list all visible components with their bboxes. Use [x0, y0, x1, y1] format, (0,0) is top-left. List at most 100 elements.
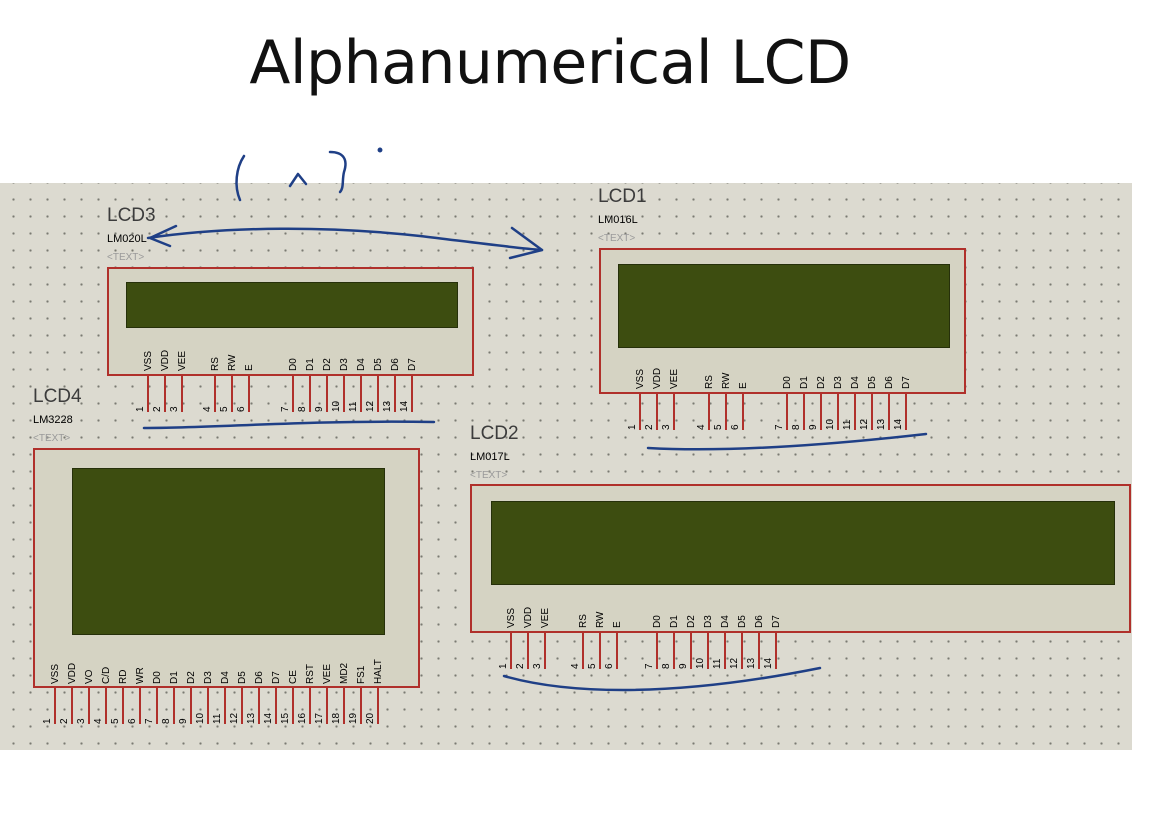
lcd1-pin-3[interactable] [673, 394, 675, 430]
lcd3-pin-number: 7 [280, 406, 291, 412]
lcd3-pin-1[interactable] [147, 376, 149, 412]
lcd4-pin-number: 2 [59, 718, 70, 724]
lcd1-pin-2[interactable] [656, 394, 658, 430]
ink-dot [377, 147, 383, 153]
lcd1-pin-9[interactable] [820, 394, 822, 430]
lcd3-pin-10[interactable] [343, 376, 345, 412]
lcd3-pin-13[interactable] [394, 376, 396, 412]
lcd2-pin-label-d4: D4 [720, 615, 731, 628]
lcd4-pin-number: 6 [127, 718, 138, 724]
lcd1-pin-label-d6: D6 [884, 376, 895, 389]
lcd3-pin-2[interactable] [164, 376, 166, 412]
lcd3-pin-12[interactable] [377, 376, 379, 412]
lcd4-pin-4[interactable] [105, 688, 107, 724]
lcd2-pin-6[interactable] [616, 633, 618, 669]
lcd1-pin-4[interactable] [708, 394, 710, 430]
lcd3-pin-7[interactable] [292, 376, 294, 412]
lcd2-pin-1[interactable] [510, 633, 512, 669]
lcd4-pin-number: 19 [348, 712, 359, 724]
lcd3-pin-3[interactable] [181, 376, 183, 412]
lcd4-pin-16[interactable] [309, 688, 311, 724]
lcd1-pin-8[interactable] [803, 394, 805, 430]
lcd4-body[interactable] [33, 448, 420, 688]
lcd4-pin-9[interactable] [190, 688, 192, 724]
lcd3-pin-14[interactable] [411, 376, 413, 412]
lcd1-pin-13[interactable] [888, 394, 890, 430]
lcd2-pin-2[interactable] [527, 633, 529, 669]
lcd2-pin-10[interactable] [707, 633, 709, 669]
lcd2-pin-14[interactable] [775, 633, 777, 669]
lcd1-pin-10[interactable] [837, 394, 839, 430]
lcd2-pin-4[interactable] [582, 633, 584, 669]
lcd1-pin-1[interactable] [639, 394, 641, 430]
lcd1-pin-7[interactable] [786, 394, 788, 430]
lcd2-pin-3[interactable] [544, 633, 546, 669]
lcd3-pin-label-d1: D1 [305, 358, 316, 371]
lcd2-body[interactable] [470, 484, 1131, 633]
lcd1-pin-label-d0: D0 [782, 376, 793, 389]
lcd4-pin-10[interactable] [207, 688, 209, 724]
lcd4-pin-2[interactable] [71, 688, 73, 724]
lcd4-pin-7[interactable] [156, 688, 158, 724]
lcd4-pin-5[interactable] [122, 688, 124, 724]
lcd2-pin-label-d5: D5 [737, 615, 748, 628]
lcd4-pin-14[interactable] [275, 688, 277, 724]
lcd2-pin-8[interactable] [673, 633, 675, 669]
lcd2-pin-11[interactable] [724, 633, 726, 669]
lcd3-pin-11[interactable] [360, 376, 362, 412]
lcd4-pin-6[interactable] [139, 688, 141, 724]
lcd4-pin-15[interactable] [292, 688, 294, 724]
lcd1-pin-11[interactable] [854, 394, 856, 430]
lcd4-screen [72, 468, 385, 635]
lcd2-pin-label-d3: D3 [703, 615, 714, 628]
lcd4-pin-label-d1: D1 [169, 671, 180, 684]
lcd4-pin-17[interactable] [326, 688, 328, 724]
lcd2-pin-12[interactable] [741, 633, 743, 669]
lcd1-body[interactable] [599, 248, 966, 394]
lcd2-pin-9[interactable] [690, 633, 692, 669]
lcd3-pin-number: 9 [314, 406, 325, 412]
lcd4-pin-number: 12 [229, 712, 240, 724]
lcd4-pin-13[interactable] [258, 688, 260, 724]
lcd4-pin-1[interactable] [54, 688, 56, 724]
lcd3-pin-5[interactable] [231, 376, 233, 412]
lcd4-pin-label-halt: HALT [373, 659, 384, 684]
lcd1-pin-number: 12 [859, 418, 870, 430]
lcd1-pin-label-d5: D5 [867, 376, 878, 389]
lcd3-pin-6[interactable] [248, 376, 250, 412]
lcd1-pin-14[interactable] [905, 394, 907, 430]
lcd4-pin-number: 3 [76, 718, 87, 724]
lcd4-pin-label-d0: D0 [152, 671, 163, 684]
lcd2-pin-13[interactable] [758, 633, 760, 669]
lcd3-pin-9[interactable] [326, 376, 328, 412]
lcd3-pin-label-e: E [244, 364, 255, 371]
lcd4-model: LM3228 [33, 414, 73, 426]
lcd2-pin-number: 9 [678, 663, 689, 669]
lcd1-pin-number: 14 [893, 418, 904, 430]
lcd4-pin-20[interactable] [377, 688, 379, 724]
lcd4-pin-11[interactable] [224, 688, 226, 724]
lcd3-pin-4[interactable] [214, 376, 216, 412]
lcd3-pin-number: 5 [219, 406, 230, 412]
lcd4-pin-number: 17 [314, 712, 325, 724]
lcd2-pin-number: 2 [515, 663, 526, 669]
lcd4-pin-8[interactable] [173, 688, 175, 724]
lcd2-reference: LCD2 [470, 423, 519, 444]
lcd2-screen [491, 501, 1115, 585]
lcd3-pin-8[interactable] [309, 376, 311, 412]
lcd2-pin-5[interactable] [599, 633, 601, 669]
lcd4-pin-3[interactable] [88, 688, 90, 724]
lcd4-pin-12[interactable] [241, 688, 243, 724]
lcd1-pin-6[interactable] [742, 394, 744, 430]
lcd3-pin-number: 10 [331, 400, 342, 412]
lcd3-body[interactable] [107, 267, 474, 376]
lcd2-pin-label-vss: VSS [506, 607, 517, 628]
lcd1-pin-5[interactable] [725, 394, 727, 430]
lcd2-pin-7[interactable] [656, 633, 658, 669]
lcd1-pin-12[interactable] [871, 394, 873, 430]
lcd4-pin-18[interactable] [343, 688, 345, 724]
lcd1-model: LM016L [598, 214, 638, 226]
lcd3-pin-label-d2: D2 [322, 358, 333, 371]
lcd4-pin-19[interactable] [360, 688, 362, 724]
lcd3-pin-label-d0: D0 [288, 358, 299, 371]
